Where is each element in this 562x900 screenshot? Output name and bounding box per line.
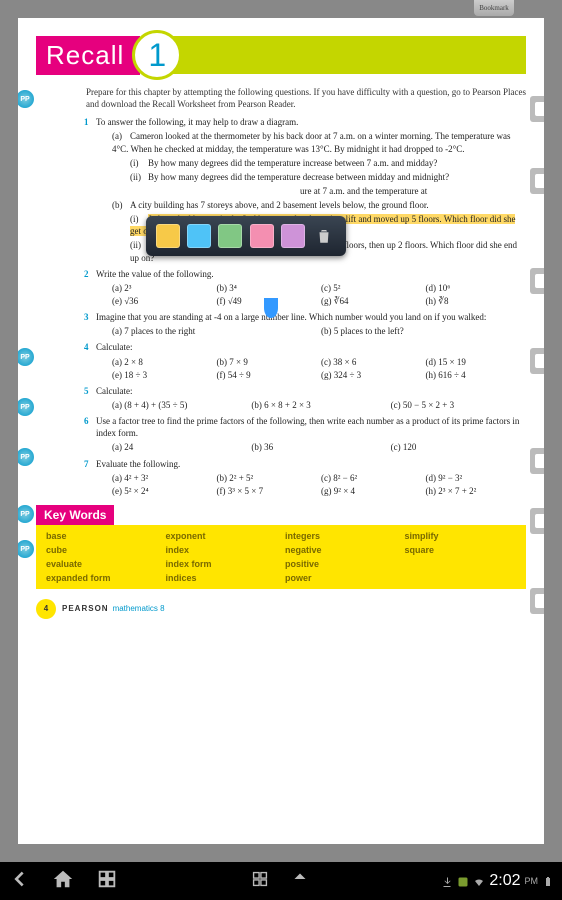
- keyword: evaluate: [46, 559, 158, 569]
- battery-icon: [542, 875, 554, 887]
- q1-a: (a)Cameron looked at the thermometer by …: [112, 130, 526, 154]
- q-text: Calculate:: [96, 385, 526, 397]
- keyword: [405, 559, 517, 569]
- question-4: 4 Calculate: (a) 2 × 8(b) 7 × 9(c) 38 × …: [76, 341, 526, 380]
- android-navbar: 2:02 PM: [0, 862, 562, 900]
- intro-text: Prepare for this chapter by attempting t…: [86, 86, 526, 110]
- q1-b: (b)A city building has 7 storeys above, …: [112, 199, 526, 211]
- highlight-color-popup: [146, 216, 346, 256]
- tablet-frame: Bookmark Recall 1 Prepare for this chapt…: [0, 0, 562, 862]
- home-icon[interactable]: [52, 868, 74, 895]
- q4-items: (a) 2 × 8(b) 7 × 9(c) 38 × 6(d) 15 × 19 …: [112, 356, 526, 381]
- keyword: [405, 573, 517, 583]
- highlight-blue-swatch[interactable]: [187, 224, 211, 248]
- recall-title: Recall: [36, 36, 140, 75]
- worksheet-icon[interactable]: [530, 96, 544, 122]
- highlight-yellow-swatch[interactable]: [156, 224, 180, 248]
- q-number: 4: [84, 341, 89, 353]
- recent-apps-icon[interactable]: [96, 868, 118, 895]
- recall-bar: [170, 36, 526, 74]
- q1-a-iii: ure at 7 a.m. and the temperature at: [130, 185, 526, 197]
- recall-banner: Recall 1: [36, 30, 526, 80]
- bookmark-tab[interactable]: Bookmark: [474, 0, 514, 16]
- worksheet-icon[interactable]: [530, 448, 544, 474]
- recall-number: 1: [132, 30, 182, 80]
- keyword: expanded form: [46, 573, 158, 583]
- q-number: 3: [84, 311, 89, 323]
- q1-a-i: (i)By how many degrees did the temperatu…: [130, 157, 526, 169]
- q-number: 1: [84, 116, 89, 128]
- clock-time[interactable]: 2:02: [489, 872, 520, 890]
- screenshot-icon[interactable]: [249, 868, 271, 895]
- selection-handle-end[interactable]: [264, 298, 278, 318]
- clock-ampm: PM: [525, 876, 539, 886]
- brand-label: PEARSON: [62, 604, 109, 613]
- q2-items: (a) 2³(b) 3⁴(c) 5²(d) 10⁶ (e) √36(f) √49…: [112, 282, 526, 307]
- q-text: Use a factor tree to find the prime fact…: [96, 415, 526, 439]
- question-6: 6 Use a factor tree to find the prime fa…: [76, 415, 526, 453]
- highlight-pink-swatch[interactable]: [250, 224, 274, 248]
- back-icon[interactable]: [8, 868, 30, 895]
- worksheet-icon[interactable]: [530, 508, 544, 534]
- book-title: mathematics 8: [113, 604, 165, 613]
- q-text: Write the value of the following.: [96, 268, 526, 280]
- textbook-page: Recall 1 Prepare for this chapter by att…: [18, 18, 544, 844]
- highlight-purple-swatch[interactable]: [281, 224, 305, 248]
- q1-a-ii: (ii)By how many degrees did the temperat…: [130, 171, 526, 183]
- keyword: cube: [46, 545, 158, 555]
- pp-icon[interactable]: PP: [18, 505, 46, 527]
- q-number: 7: [84, 458, 89, 470]
- expand-icon[interactable]: [289, 868, 311, 895]
- keyword: negative: [285, 545, 397, 555]
- worksheet-icon[interactable]: [530, 588, 544, 614]
- keyword: base: [46, 531, 158, 541]
- q3-items: (a) 7 places to the right(b) 5 places to…: [112, 325, 526, 337]
- q-text: Calculate:: [96, 341, 526, 353]
- delete-highlight-icon[interactable]: [312, 224, 336, 248]
- pp-icon[interactable]: PP: [18, 448, 46, 470]
- q-number: 2: [84, 268, 89, 280]
- keywords-header: Key Words: [36, 505, 114, 525]
- worksheet-icon[interactable]: [530, 268, 544, 294]
- page-footer: 4 PEARSON mathematics 8: [36, 599, 526, 619]
- keyword: positive: [285, 559, 397, 569]
- worksheet-icon[interactable]: [530, 348, 544, 374]
- q-text: Imagine that you are standing at -4 on a…: [96, 311, 526, 323]
- q5-items: (a) (8 + 4) + (35 ÷ 5)(b) 6 × 8 + 2 × 3(…: [112, 399, 526, 411]
- worksheet-icon[interactable]: [530, 168, 544, 194]
- download-icon[interactable]: [441, 875, 453, 887]
- q-number: 5: [84, 385, 89, 397]
- keyword: power: [285, 573, 397, 583]
- app-p-icon: [457, 875, 469, 887]
- q-text: Evaluate the following.: [96, 458, 526, 470]
- keyword: indices: [166, 573, 278, 583]
- question-2: 2 Write the value of the following. (a) …: [76, 268, 526, 307]
- pp-icon[interactable]: PP: [18, 348, 46, 370]
- pp-icon[interactable]: PP: [18, 90, 46, 112]
- keyword: integers: [285, 531, 397, 541]
- keyword: index form: [166, 559, 278, 569]
- q-text: To answer the following, it may help to …: [96, 116, 526, 128]
- highlight-green-swatch[interactable]: [218, 224, 242, 248]
- wifi-icon: [473, 875, 485, 887]
- keyword: index: [166, 545, 278, 555]
- keyword: exponent: [166, 531, 278, 541]
- keyword: square: [405, 545, 517, 555]
- pp-icon[interactable]: PP: [18, 540, 46, 562]
- keywords-box: base exponent integers simplify cube ind…: [36, 525, 526, 589]
- question-7: 7 Evaluate the following. (a) 4² + 3²(b)…: [76, 458, 526, 497]
- pp-icon[interactable]: PP: [18, 398, 46, 420]
- question-3: 3 Imagine that you are standing at -4 on…: [76, 311, 526, 337]
- question-5: 5 Calculate: (a) (8 + 4) + (35 ÷ 5)(b) 6…: [76, 385, 526, 411]
- q6-items: (a) 24(b) 36(c) 120: [112, 441, 526, 453]
- page-number: 4: [36, 599, 56, 619]
- q7-items: (a) 4² + 3²(b) 2² + 5²(c) 8² − 6²(d) 9² …: [112, 472, 526, 497]
- q-number: 6: [84, 415, 89, 427]
- keyword: simplify: [405, 531, 517, 541]
